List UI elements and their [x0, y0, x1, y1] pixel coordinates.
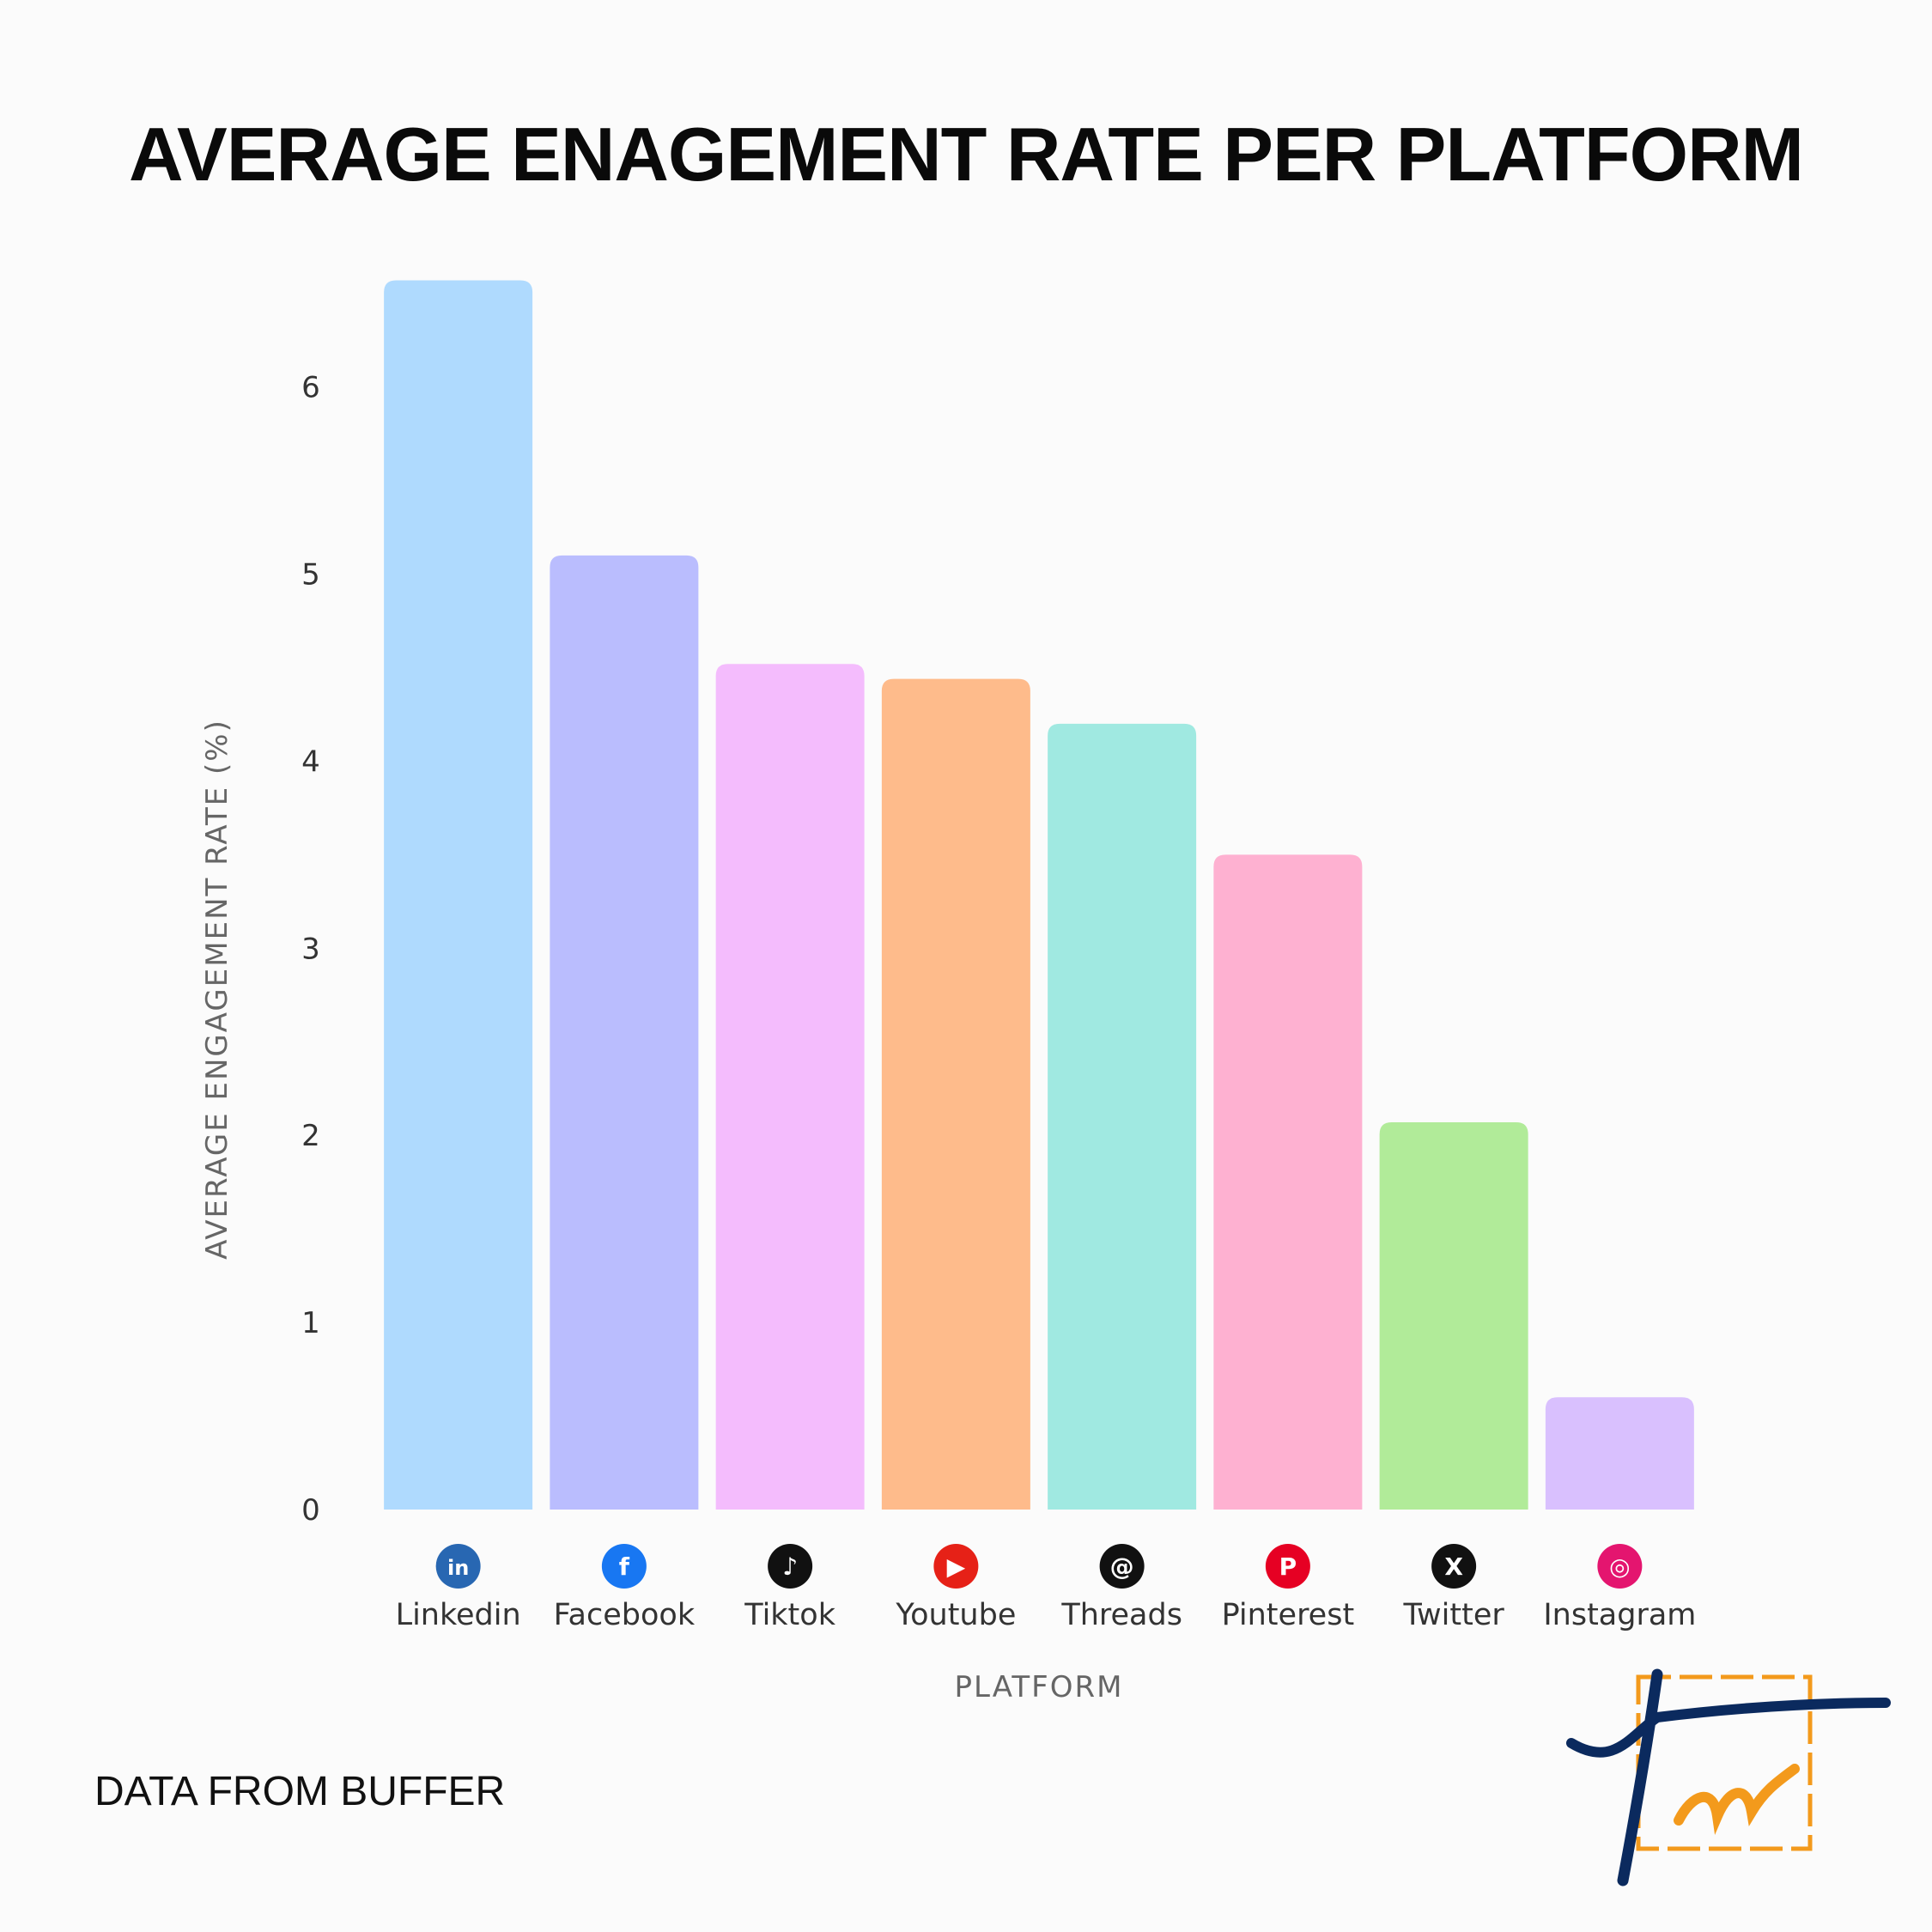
- y-tick-label: 5: [301, 558, 320, 592]
- linkedin-icon: in: [435, 1544, 481, 1589]
- bar-linkedin: [384, 280, 533, 1510]
- brand-logo: [1566, 1668, 1891, 1886]
- svg-text:P: P: [1279, 1552, 1297, 1581]
- x-tick-label: Facebook: [554, 1598, 696, 1632]
- logo-stroke-top: [1566, 1698, 1891, 1758]
- logo-stroke-w: [1674, 1764, 1800, 1835]
- threads-icon: @: [1099, 1544, 1145, 1589]
- y-tick-label: 4: [301, 744, 320, 779]
- x-tick-label: Threads: [1060, 1598, 1182, 1632]
- svg-text:▶: ▶: [947, 1552, 966, 1581]
- bar-twitter: [1379, 1121, 1528, 1510]
- chart-title: AVERAGE ENAGEMENT RATE PER PLATFORM: [129, 112, 1803, 197]
- youtube-icon: ▶: [933, 1544, 979, 1589]
- x-tick-label: Pinterest: [1222, 1598, 1355, 1632]
- y-tick-label: 6: [301, 371, 320, 405]
- logo-stroke-stem: [1617, 1668, 1663, 1886]
- x-tick-label: Linkedin: [396, 1598, 521, 1632]
- x-axis-title: PLATFORM: [955, 1670, 1124, 1704]
- y-tick-label: 0: [301, 1493, 320, 1528]
- bar-facebook: [550, 555, 699, 1510]
- y-tick-label: 1: [301, 1306, 320, 1340]
- y-axis-ticks: 0 1 2 3 4 5 6: [301, 371, 320, 1528]
- facebook-icon: f: [601, 1544, 647, 1589]
- bar-tiktok: [715, 664, 865, 1510]
- bar-threads: [1048, 723, 1197, 1510]
- x-tick-label: Instagram: [1543, 1598, 1696, 1632]
- svg-text:f: f: [619, 1552, 630, 1581]
- x-axis-tick-labels: Linkedin Facebook Tiktok Youtube Threads Pint…: [396, 1598, 1697, 1632]
- svg-text:◎: ◎: [1609, 1552, 1630, 1581]
- y-tick-label: 3: [301, 932, 320, 966]
- x-tick-label: Tiktok: [744, 1598, 835, 1632]
- svg-text:in: in: [447, 1556, 469, 1580]
- bars: [384, 280, 1694, 1510]
- bar-pinterest: [1213, 854, 1363, 1510]
- x-tick-label: Youtube: [895, 1598, 1016, 1632]
- svg-text:@: @: [1110, 1552, 1134, 1581]
- svg-text:X: X: [1444, 1552, 1463, 1581]
- y-axis-title: AVERAGE ENGAGEMENT RATE (%): [200, 719, 234, 1260]
- y-tick-label: 2: [301, 1119, 320, 1153]
- tiktok-icon: ♪: [768, 1544, 813, 1589]
- bar-instagram: [1545, 1397, 1694, 1510]
- instagram-icon: ◎: [1597, 1544, 1643, 1589]
- x-tick-label: Twitter: [1402, 1598, 1504, 1632]
- bar-youtube: [881, 678, 1030, 1510]
- svg-text:♪: ♪: [782, 1552, 798, 1581]
- pinterest-icon: P: [1265, 1544, 1310, 1589]
- category-icons: in f ♪ ▶ @ P X ◎: [435, 1544, 1643, 1589]
- x-icon: X: [1431, 1544, 1477, 1589]
- source-footnote: DATA FROM BUFFER: [94, 1769, 505, 1814]
